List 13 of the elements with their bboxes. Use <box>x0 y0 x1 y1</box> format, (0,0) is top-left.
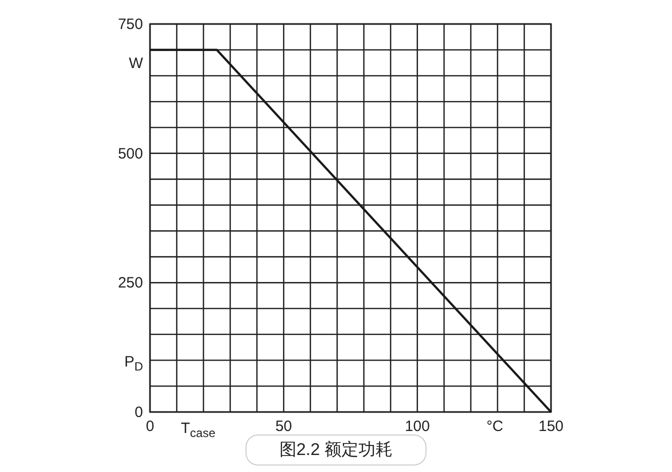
annotation: 图2.2 额定功耗 <box>279 440 393 459</box>
y-tick-label: 250 <box>118 274 143 292</box>
y-tick-label: 0 <box>134 404 143 421</box>
x-tick-label: 150 <box>538 418 564 435</box>
x-tick-label: 0 <box>146 418 154 435</box>
annotation: W <box>128 54 143 72</box>
x-tick-label: 50 <box>275 418 292 435</box>
ylabel: P$_{D}$ <box>124 354 143 374</box>
x-tick-label: 100 <box>404 418 430 435</box>
annotation: °C <box>486 418 504 435</box>
xlabel: T$_{case}$ <box>180 420 216 440</box>
y-tick-label: 750 <box>118 16 143 33</box>
y-tick-label: 500 <box>118 145 143 162</box>
